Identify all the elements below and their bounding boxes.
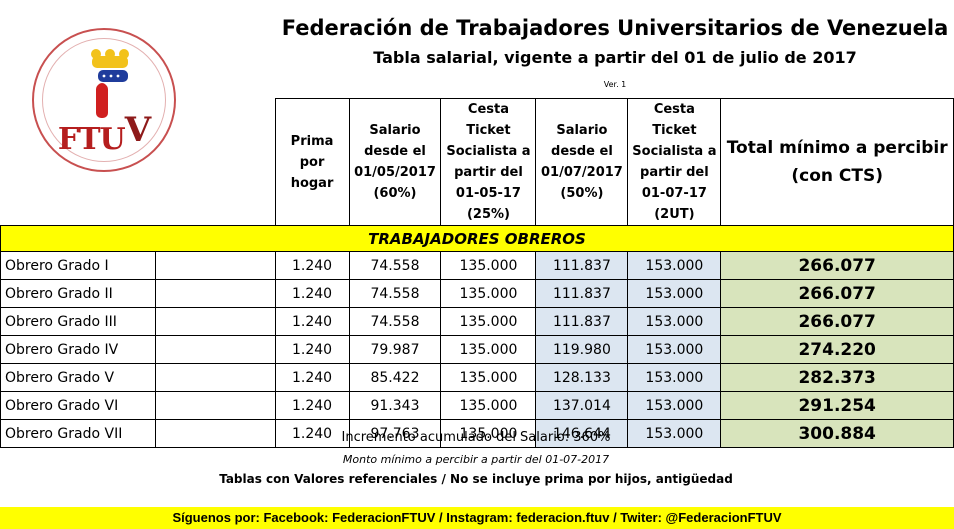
cell-cesta-may: 135.000	[440, 335, 537, 364]
blank-cell	[154, 307, 276, 336]
cell-salario-may: 97.763	[348, 419, 442, 448]
table-row: Obrero Grado V 1.240 85.422 135.000 128.…	[0, 363, 954, 392]
cell-cesta-jul: 153.000	[627, 419, 722, 448]
cell-salario-may: 79.987	[348, 335, 442, 364]
cell-cesta-may: 135.000	[440, 251, 537, 280]
cell-salario-may: 74.558	[348, 251, 442, 280]
cell-prima: 1.240	[274, 419, 350, 448]
row-label: Obrero Grado VI	[0, 391, 156, 420]
cell-prima: 1.240	[274, 335, 350, 364]
social-footer: Síguenos por: Facebook: FederacionFTUV /…	[0, 507, 954, 529]
table-row: Obrero Grado VI 1.240 91.343 135.000 137…	[0, 391, 954, 420]
section-band: TRABAJADORES OBREROS	[0, 225, 954, 252]
table-row: Obrero Grado III 1.240 74.558 135.000 11…	[0, 307, 954, 336]
col-header-salario-jul: Salario desde el 01/07/2017 (50%)	[535, 98, 629, 226]
cell-total: 291.254	[720, 391, 954, 420]
table-header-row: Prima por hogar Salario desde el 01/05/2…	[0, 98, 954, 226]
cell-total: 266.077	[720, 307, 954, 336]
row-label: Obrero Grado II	[0, 279, 156, 308]
blank-cell	[154, 391, 276, 420]
blank-cell	[154, 279, 276, 308]
row-label: Obrero Grado III	[0, 307, 156, 336]
blank-cell	[154, 251, 276, 280]
cell-cesta-may: 135.000	[440, 279, 537, 308]
cell-prima: 1.240	[274, 363, 350, 392]
col-header-cesta-jul: Cesta Ticket Socialista a partir del 01-…	[627, 98, 722, 226]
cell-cesta-jul: 153.000	[627, 335, 722, 364]
cell-cesta-jul: 153.000	[627, 391, 722, 420]
cell-total: 266.077	[720, 251, 954, 280]
table-row: Obrero Grado VII 1.240 97.763 135.000 14…	[0, 419, 954, 448]
cell-salario-may: 85.422	[348, 363, 442, 392]
cell-salario-may: 74.558	[348, 307, 442, 336]
section-title: TRABAJADORES OBREROS	[0, 225, 954, 252]
row-label: Obrero Grado VII	[0, 419, 156, 448]
col-header-salario-may: Salario desde el 01/05/2017 (60%)	[348, 98, 442, 226]
row-label: Obrero Grado I	[0, 251, 156, 280]
cell-prima: 1.240	[274, 279, 350, 308]
blank-cell	[154, 419, 276, 448]
version-label: Ver. 1	[603, 80, 627, 89]
cell-salario-jul: 119.980	[535, 335, 629, 364]
cell-cesta-may: 135.000	[440, 363, 537, 392]
cell-total: 274.220	[720, 335, 954, 364]
cell-salario-jul: 137.014	[535, 391, 629, 420]
col-header-prima: Prima por hogar	[274, 98, 350, 226]
cell-prima: 1.240	[274, 391, 350, 420]
cell-salario-may: 74.558	[348, 279, 442, 308]
page-subtitle: Tabla salarial, vigente a partir del 01 …	[373, 48, 857, 67]
disclaimer-note: Tablas con Valores referenciales / No se…	[219, 472, 733, 486]
minimum-note: Monto mínimo a percibir a partir del 01-…	[342, 453, 610, 466]
cell-prima: 1.240	[274, 251, 350, 280]
table-row: Obrero Grado IV 1.240 79.987 135.000 119…	[0, 335, 954, 364]
cell-cesta-may: 135.000	[440, 391, 537, 420]
cell-salario-jul: 111.837	[535, 279, 629, 308]
blank-cell	[154, 335, 276, 364]
cell-salario-jul: 111.837	[535, 307, 629, 336]
header-blank	[0, 98, 276, 226]
col-header-total: Total mínimo a percibir (con CTS)	[720, 98, 954, 226]
cell-prima: 1.240	[274, 307, 350, 336]
table-row: Obrero Grado I 1.240 74.558 135.000 111.…	[0, 251, 954, 280]
cell-cesta-jul: 153.000	[627, 363, 722, 392]
increment-note: Incremento acumulado del Salario: 360%	[341, 430, 611, 445]
row-label: Obrero Grado IV	[0, 335, 156, 364]
salary-table: Prima por hogar Salario desde el 01/05/2…	[0, 98, 954, 448]
cell-salario-may: 91.343	[348, 391, 442, 420]
cell-salario-jul: 146.644	[535, 419, 629, 448]
cell-salario-jul: 128.133	[535, 363, 629, 392]
cell-total: 300.884	[720, 419, 954, 448]
table-row: Obrero Grado II 1.240 74.558 135.000 111…	[0, 279, 954, 308]
cell-cesta-may: 135.000	[440, 307, 537, 336]
col-header-cesta-may: Cesta Ticket Socialista a partir del 01-…	[440, 98, 537, 226]
row-label: Obrero Grado V	[0, 363, 156, 392]
cell-total: 266.077	[720, 279, 954, 308]
cell-cesta-jul: 153.000	[627, 251, 722, 280]
blank-cell	[154, 363, 276, 392]
cell-cesta-jul: 153.000	[627, 307, 722, 336]
cell-cesta-jul: 153.000	[627, 279, 722, 308]
cell-total: 282.373	[720, 363, 954, 392]
page-title: Federación de Trabajadores Universitario…	[281, 16, 949, 40]
cell-salario-jul: 111.837	[535, 251, 629, 280]
cell-cesta-may: 135.000	[440, 419, 537, 448]
